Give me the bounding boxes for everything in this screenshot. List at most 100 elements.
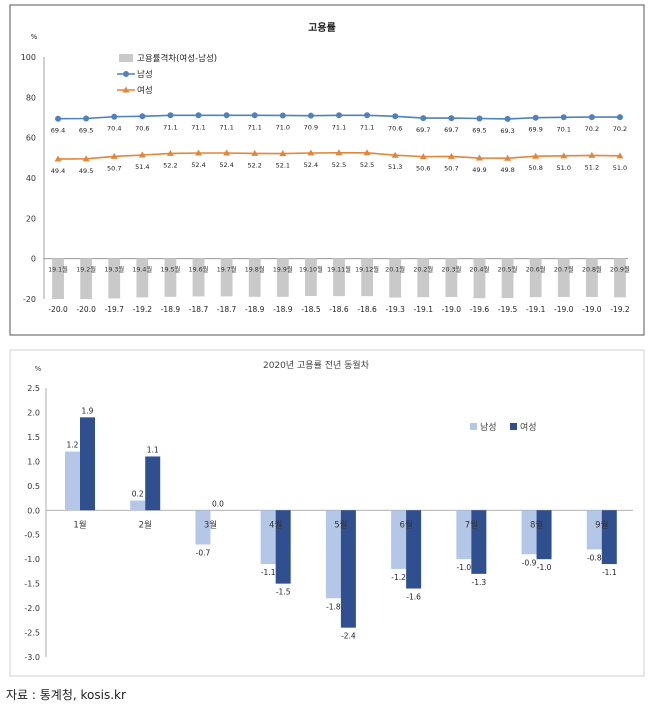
- chart2-x-tick-label: 6월: [399, 519, 412, 530]
- gap-bar: [417, 258, 430, 298]
- gap-bar-value-label: -18.9: [273, 305, 293, 314]
- chart1-x-tick-label: 19.6월: [189, 265, 209, 274]
- female-data-point: [166, 149, 174, 156]
- male-value-label: 69.5: [79, 127, 93, 135]
- chart2-y-tick-label: 1.5: [27, 433, 40, 442]
- female-bar-value-label: -1.3: [472, 578, 487, 587]
- male-data-point: [392, 113, 399, 120]
- male-bar-value-label: -1.1: [261, 568, 276, 577]
- chart1-x-tick-label: 20.4월: [470, 265, 490, 274]
- female-data-point: [475, 154, 483, 161]
- female-data-point: [504, 154, 512, 161]
- chart1-x-tick-label: 19.2월: [76, 265, 96, 274]
- male-data-point: [588, 114, 595, 121]
- female-value-label: 52.4: [219, 161, 233, 169]
- female-data-point: [195, 149, 203, 156]
- male-value-label: 69.3: [500, 127, 514, 135]
- female-value-label: 51.3: [388, 163, 402, 171]
- gap-bar: [276, 258, 289, 297]
- male-value-label: 71.0: [276, 123, 290, 131]
- chart1-x-tick-label: 20.8월: [582, 265, 602, 274]
- male-value-label: 69.7: [416, 126, 430, 134]
- male-bar-value-label: -1.0: [457, 563, 472, 572]
- female-value-label: 51.4: [135, 163, 149, 171]
- chart1-unit-label: %: [31, 33, 38, 41]
- female-bar-value-label: -1.5: [276, 588, 291, 597]
- female-value-label: 50.7: [444, 164, 458, 172]
- male-value-label: 70.9: [304, 124, 318, 132]
- male-bar: [521, 510, 537, 555]
- male-data-point: [251, 112, 258, 119]
- male-value-label: 70.2: [613, 125, 627, 133]
- gap-bar-value-label: -19.6: [470, 305, 490, 314]
- chart1-x-tick-label: 20.6월: [526, 265, 546, 274]
- chart1-x-tick-label: 20.5월: [498, 265, 518, 274]
- chart1-x-tick-label: 19.7월: [217, 265, 237, 274]
- male-value-label: 71.1: [247, 123, 261, 131]
- chart1-x-tick-label: 20.2월: [413, 265, 433, 274]
- legend-gap-swatch: [119, 54, 133, 62]
- female-bar-value-label: -1.0: [537, 563, 552, 572]
- gap-bar: [136, 258, 149, 298]
- male-value-label: 70.6: [135, 124, 149, 132]
- chart2-x-tick-label: 7월: [465, 519, 478, 530]
- female-data-point: [82, 155, 90, 162]
- gap-bar: [614, 258, 626, 298]
- female-bar-value-label: -2.4: [341, 632, 356, 641]
- male-bar-value-label: -0.9: [522, 558, 537, 567]
- gap-bar-value-label: -18.5: [301, 305, 321, 314]
- male-data-point: [420, 115, 427, 122]
- male-value-label: 71.1: [191, 123, 205, 131]
- female-bar-value-label: -1.6: [406, 593, 421, 602]
- chart1-y-tick-label: 20: [26, 214, 36, 223]
- male-data-point: [167, 112, 174, 119]
- male-bar: [456, 510, 472, 560]
- female-data-point: [391, 151, 399, 158]
- chart2-y-tick-label: -1.0: [24, 555, 40, 564]
- gap-bar-value-label: -19.0: [554, 305, 574, 314]
- male-data-point: [336, 112, 342, 119]
- female-value-label: 52.4: [304, 161, 318, 169]
- female-data-point: [560, 152, 568, 159]
- chart1-x-tick-label: 19.10월: [299, 265, 323, 274]
- female-value-label: 52.2: [163, 161, 177, 169]
- female-data-point: [447, 152, 455, 159]
- female-data-point: [616, 152, 624, 159]
- gap-bar: [108, 258, 121, 299]
- male-bar: [325, 510, 341, 599]
- chart1-y-tick-label: 100: [21, 53, 36, 62]
- gap-bar: [473, 258, 486, 299]
- chart1-y-tick-label: -20: [23, 295, 36, 304]
- female-value-label: 52.4: [191, 161, 205, 169]
- male-value-label: 70.4: [107, 125, 121, 133]
- female-bar: [471, 510, 487, 574]
- male-bar: [65, 451, 80, 511]
- male-data-point: [616, 114, 623, 121]
- gap-bar-value-label: -19.2: [610, 305, 630, 314]
- gap-bar-value-label: -19.7: [105, 305, 125, 314]
- chart1-x-tick-label: 19.11월: [327, 265, 351, 274]
- female-bar: [80, 417, 95, 511]
- gap-bar: [585, 258, 598, 297]
- gap-bar-value-label: -18.9: [161, 305, 181, 314]
- gap-bar-value-label: -18.6: [357, 305, 377, 314]
- female-bar-value-label: -1.1: [602, 568, 617, 577]
- gap-bar-value-label: -19.1: [414, 305, 434, 314]
- female-value-label: 50.8: [528, 164, 542, 172]
- gap-bar-value-label: -19.5: [498, 305, 518, 314]
- chart2-unit-label: %: [35, 365, 42, 373]
- female-data-point: [532, 152, 540, 159]
- female-bar: [340, 510, 356, 628]
- chart1-y-tick-label: 80: [26, 93, 36, 102]
- chart1-x-tick-label: 20.3월: [441, 265, 461, 274]
- gap-bar: [192, 258, 205, 297]
- gap-bar: [305, 258, 317, 296]
- male-bar: [391, 510, 407, 569]
- male-bar-value-label: -0.8: [587, 553, 602, 562]
- gap-bar-value-label: -19.2: [133, 305, 153, 314]
- gap-bar: [80, 258, 93, 299]
- chart1-x-tick-label: 20.7월: [554, 265, 574, 274]
- male-data-point: [560, 114, 567, 121]
- gap-bar: [333, 258, 345, 297]
- female-data-point: [335, 149, 343, 156]
